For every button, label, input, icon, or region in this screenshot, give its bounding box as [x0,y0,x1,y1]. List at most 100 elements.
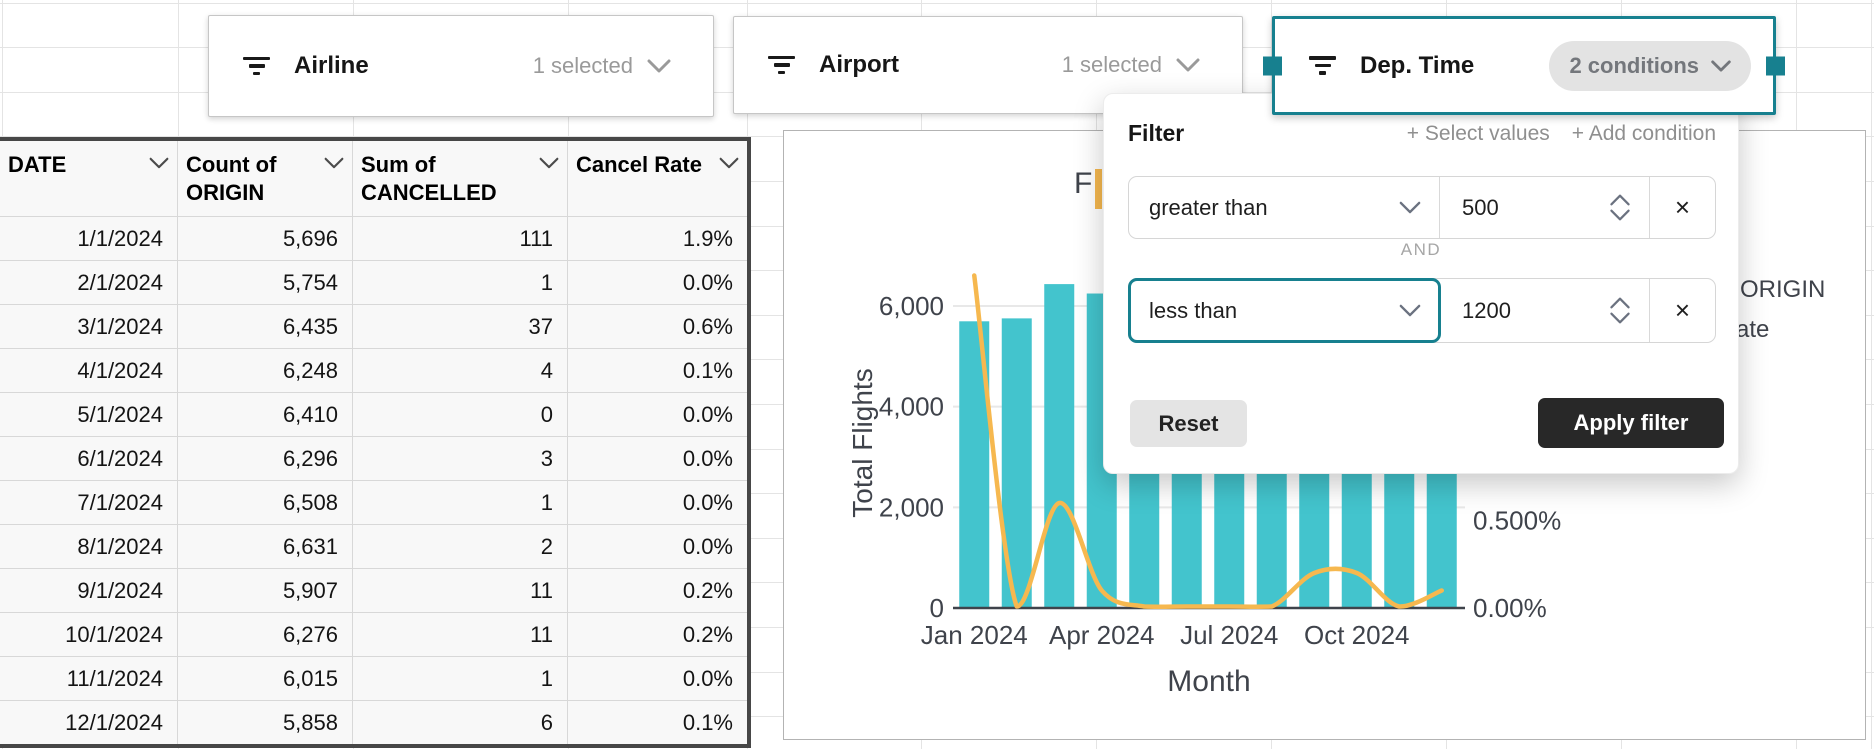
table-cell[interactable]: 0 [353,393,568,436]
table-cell[interactable]: 10/1/2024 [0,613,178,656]
column-dropdown-chevron-icon[interactable] [324,157,344,169]
table-cell[interactable]: 6,015 [178,657,353,700]
column-dropdown-chevron-icon[interactable] [719,157,739,169]
column-dropdown-chevron-icon[interactable] [539,157,559,169]
table-cell[interactable]: 6,248 [178,349,353,392]
table-cell[interactable]: 0.0% [682,665,733,691]
table-cell[interactable]: 2/1/2024 [0,261,178,304]
table-cell[interactable]: 12/1/2024 [0,701,178,744]
add-condition-link[interactable]: + Add condition [1571,121,1716,145]
table-row: 5/1/2024 6,410 0 0.0% [0,393,747,437]
spinner-up-icon[interactable] [1609,194,1631,206]
filter-chip-airline[interactable]: Airline 1 selected [208,15,714,117]
conditions-count-pill[interactable]: 2 conditions [1549,40,1751,91]
legend-fragment-rate: ate [1736,316,1770,343]
table-cell[interactable]: 111 [353,217,568,260]
table-cell[interactable]: 9/1/2024 [0,569,178,612]
cancel-rate-line [972,273,1444,609]
popup-title: Filter [1128,120,1185,146]
table-cell[interactable]: 4 [353,349,568,392]
select-values-link[interactable]: + Select values [1406,121,1550,145]
table-cell[interactable]: 6,435 [178,305,353,348]
table-cell[interactable]: 6,631 [178,525,353,568]
filter-funnel-icon [768,55,795,75]
table-cell[interactable]: 0.0% [682,489,733,515]
table-cell[interactable]: 5/1/2024 [0,393,178,436]
table-cell[interactable]: 6/1/2024 [0,437,178,480]
table-cell[interactable]: 0.1% [682,709,733,735]
table-cell[interactable]: 6,508 [178,481,353,524]
table-cell[interactable]: 37 [353,305,568,348]
selection-handle-right[interactable] [1766,56,1785,75]
table-cell[interactable]: 7/1/2024 [0,481,178,524]
column-header-label: Cancel Rate [576,152,702,177]
filter-funnel-icon [1309,56,1336,75]
table-cell[interactable]: 6,276 [178,613,353,656]
x-axis-tick: Jul 2024 [1180,620,1278,650]
chart-x-axis-title: Month [1167,665,1251,698]
column-header[interactable]: Sum of CANCELLED [353,141,568,216]
table-cell[interactable]: 0.1% [682,357,733,383]
table-cell[interactable]: 0.2% [682,621,733,647]
table-cell[interactable]: 0.2% [682,577,733,603]
table-row: 4/1/2024 6,248 4 0.1% [0,349,747,393]
table-cell[interactable]: 11/1/2024 [0,657,178,700]
table-cell[interactable]: 0.6% [682,313,733,339]
chevron-down-icon [1176,58,1200,72]
table-cell[interactable]: 4/1/2024 [0,349,178,392]
filter-chip-dep-time[interactable]: Dep. Time 2 conditions [1263,16,1785,115]
column-header[interactable]: DATE [0,141,178,216]
table-cell[interactable]: 1.9% [682,225,733,251]
filter-popup: Filter + Select values + Add condition g… [1103,93,1739,474]
table-cell[interactable]: 0.0% [682,401,733,427]
table-cell[interactable]: 0.0% [682,445,733,471]
table-cell[interactable]: 8/1/2024 [0,525,178,568]
condition-row-2: less than 1200 × [1128,278,1716,343]
table-cell[interactable]: 3 [353,437,568,480]
table-row: 12/1/2024 5,858 6 0.1% [0,701,747,744]
table-row: 10/1/2024 6,276 11 0.2% [0,613,747,657]
table-cell[interactable]: 2 [353,525,568,568]
operator-select-1[interactable]: greater than [1129,177,1440,238]
table-cell[interactable]: 11 [353,569,568,612]
table-cell[interactable]: 6 [353,701,568,744]
table-cell[interactable]: 3/1/2024 [0,305,178,348]
table-cell[interactable]: 1 [353,481,568,524]
table-cell[interactable]: 11 [353,613,568,656]
table-cell[interactable]: 6,410 [178,393,353,436]
y-axis-tick: 4,000 [879,392,944,422]
operator-select-2[interactable]: less than [1128,278,1441,343]
reset-button[interactable]: Reset [1130,400,1247,447]
x-axis-tick: Apr 2024 [1049,620,1155,650]
table-cell[interactable]: 1 [353,261,568,304]
table-body: 1/1/2024 5,696 111 1.9% 2/1/2024 5,754 1 0.0% 3/… [0,217,747,744]
selection-handle-left[interactable] [1263,56,1282,75]
table-cell[interactable]: 5,907 [178,569,353,612]
condition-row-1: greater than 500 × [1128,176,1716,239]
filter-chip-label: Airport [819,51,899,78]
column-header[interactable]: Cancel Rate [568,141,747,216]
table-row: 11/1/2024 6,015 1 0.0% [0,657,747,701]
value-input-1[interactable]: 500 [1440,177,1650,238]
value-input-2[interactable]: 1200 [1440,279,1650,342]
remove-condition-button[interactable]: × [1674,295,1691,325]
table-cell[interactable]: 5,754 [178,261,353,304]
table-cell[interactable]: 5,858 [178,701,353,744]
table-cell[interactable]: 6,296 [178,437,353,480]
column-header[interactable]: Count of ORIGIN [178,141,353,216]
remove-condition-button[interactable]: × [1674,192,1691,222]
table-cell[interactable]: 0.0% [682,269,733,295]
table-cell[interactable]: 1 [353,657,568,700]
spinner-up-icon[interactable] [1609,297,1631,309]
apply-filter-button[interactable]: Apply filter [1538,398,1724,448]
table-cell[interactable]: 0.0% [682,533,733,559]
column-header-label: Sum of CANCELLED [361,152,497,205]
table-cell[interactable]: 1/1/2024 [0,217,178,260]
table-cell[interactable]: 5,696 [178,217,353,260]
column-dropdown-chevron-icon[interactable] [149,157,169,169]
table-row: 9/1/2024 5,907 11 0.2% [0,569,747,613]
spinner-down-icon[interactable] [1609,312,1631,324]
spinner-down-icon[interactable] [1609,209,1631,221]
secondary-y-axis-tick: 0.500% [1473,506,1561,536]
table-header-row: DATE Count of ORIGIN Sum of CANCELLED Cance… [0,141,747,217]
